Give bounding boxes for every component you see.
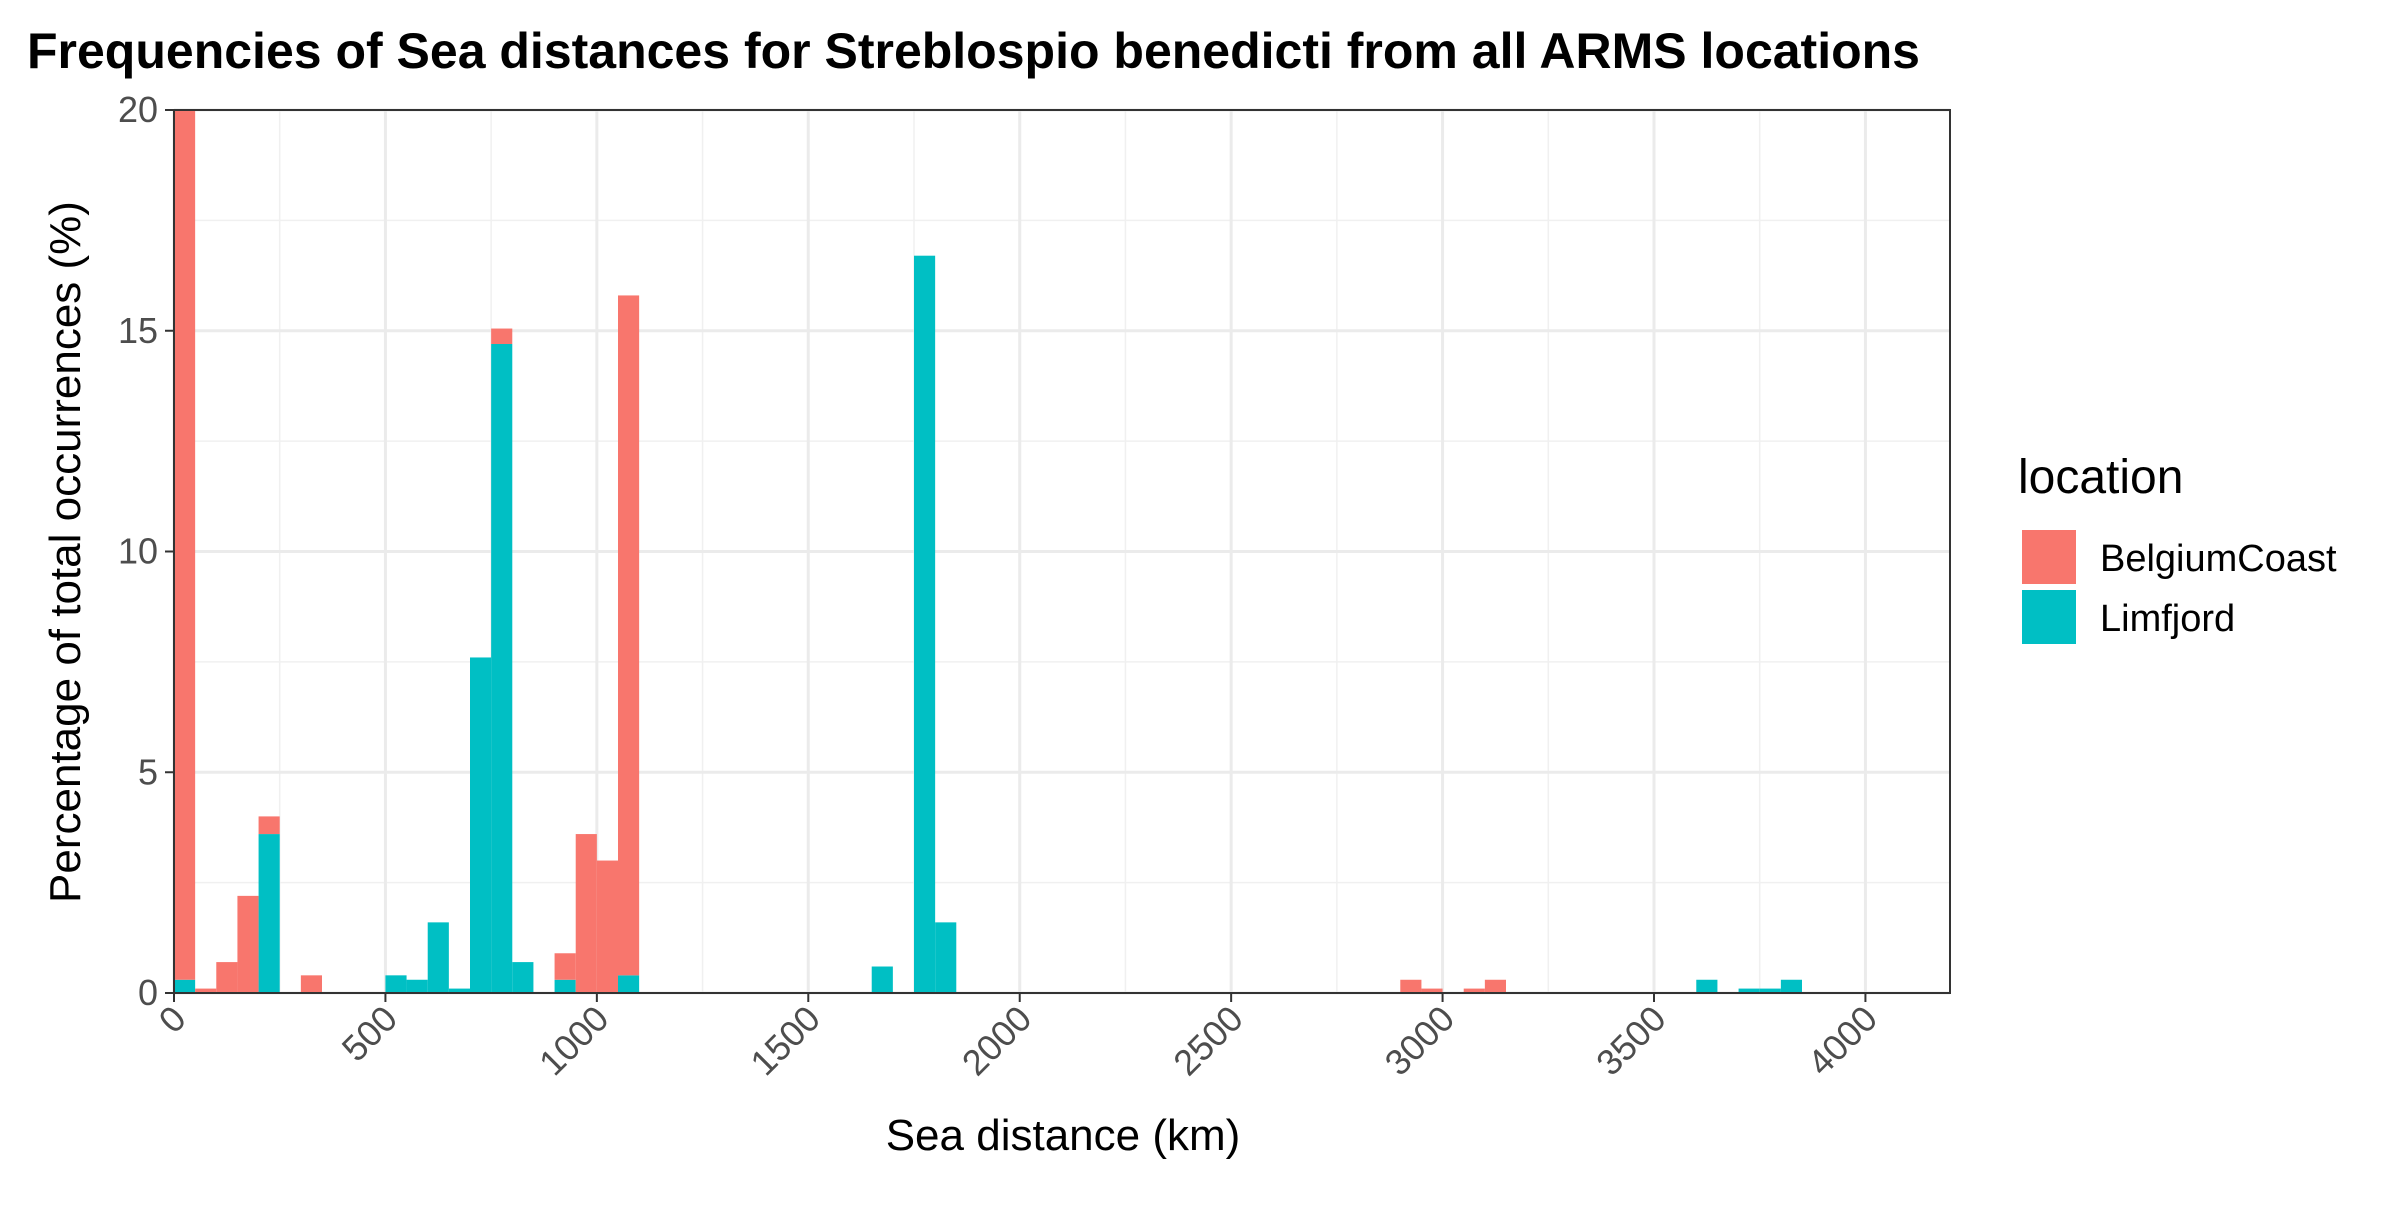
- y-tick-label: 5: [138, 751, 158, 792]
- bar-limfjord: [258, 834, 280, 993]
- bar-belgiumcoast: [195, 988, 217, 993]
- bar-belgiumcoast: [1421, 988, 1443, 993]
- x-axis-label: Sea distance (km): [886, 1111, 1241, 1160]
- legend-label-limfjord: Limfjord: [2100, 598, 2235, 640]
- y-tick-label: 10: [118, 531, 158, 572]
- bar-limfjord: [935, 922, 957, 993]
- bar-limfjord: [554, 979, 576, 993]
- y-tick-label: 0: [138, 972, 158, 1013]
- bar-belgiumcoast: [491, 328, 513, 344]
- bar-belgiumcoast: [575, 834, 597, 993]
- bar-limfjord: [470, 657, 492, 993]
- bar-limfjord: [1780, 979, 1802, 993]
- bar-belgiumcoast: [216, 962, 238, 993]
- bar-limfjord: [406, 979, 428, 993]
- bar-limfjord: [618, 975, 640, 993]
- chart-title: Frequencies of Sea distances for Streblo…: [27, 23, 1920, 79]
- y-tick-label: 20: [118, 89, 158, 130]
- bar-belgiumcoast: [596, 860, 618, 993]
- bar-limfjord: [871, 966, 893, 993]
- y-axis-label: Percentage of total occurrences (%): [41, 201, 90, 903]
- y-tick-label: 15: [118, 310, 158, 351]
- bar-belgiumcoast: [300, 975, 322, 993]
- legend-swatch-limfjord: [2022, 590, 2076, 644]
- bar-limfjord: [1696, 979, 1718, 993]
- bar-belgiumcoast: [1400, 979, 1422, 993]
- legend-swatch-belgiumcoast: [2022, 530, 2076, 584]
- bar-belgiumcoast: [258, 816, 280, 835]
- bar-limfjord: [385, 975, 407, 993]
- bar-limfjord: [448, 988, 470, 993]
- bar-belgiumcoast: [618, 295, 640, 976]
- legend-title: location: [2018, 451, 2183, 504]
- bar-belgiumcoast: [1463, 988, 1485, 993]
- bar-belgiumcoast: [174, 110, 196, 980]
- bar-limfjord: [1759, 988, 1781, 993]
- bar-limfjord: [512, 962, 534, 993]
- bar-belgiumcoast: [237, 895, 259, 993]
- bar-limfjord: [174, 979, 196, 993]
- bar-belgiumcoast: [1484, 979, 1506, 993]
- legend-label-belgiumcoast: BelgiumCoast: [2100, 538, 2337, 580]
- bar-limfjord: [427, 922, 449, 993]
- bar-limfjord: [491, 343, 513, 993]
- bar-limfjord: [1738, 988, 1760, 993]
- legend: location BelgiumCoast Limfjord: [2018, 451, 2337, 644]
- bar-limfjord: [914, 255, 936, 993]
- bar-belgiumcoast: [554, 953, 576, 980]
